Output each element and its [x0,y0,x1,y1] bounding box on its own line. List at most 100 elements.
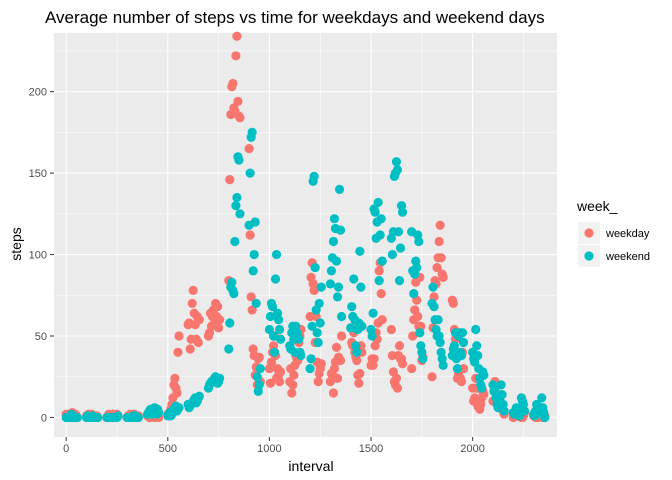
weekend-point [113,411,123,421]
weekend-point [537,393,547,403]
x-axis: 0 500 1000 1500 2000 [63,437,485,455]
weekend-point [230,236,240,247]
weekend-point [449,341,459,351]
y-tick-label: 100 [29,250,47,262]
legend-key-weekday [584,228,594,238]
weekend-point [497,390,507,400]
x-tick-label: 1000 [257,443,281,455]
weekend-point [306,354,316,364]
weekend-point [377,256,387,266]
weekday-point [355,368,365,379]
weekend-point [387,249,397,260]
weekend-point [409,289,419,299]
legend-label-weekend: weekend [605,251,650,263]
weekend-point [375,230,385,240]
weekend-point [235,209,245,219]
weekend-point [313,337,323,348]
weekday-point [254,352,264,362]
y-tick-label: 0 [41,412,47,424]
weekend-point [540,412,550,423]
weekend-point [412,262,422,273]
x-tick-label: 2000 [460,443,484,455]
weekday-point [336,331,347,341]
weekend-point [312,328,322,338]
weekend-point [294,334,304,344]
weekday-point [397,359,408,369]
weekend-point [305,363,315,374]
weekday-point [288,380,298,390]
weekend-point [227,277,237,287]
weekday-point [436,253,446,263]
weekend-point [267,302,278,312]
weekend-point [346,323,356,333]
weekday-point [193,337,203,348]
weekday-point [386,324,396,335]
weekend-point [457,328,468,338]
weekend-point [271,249,282,260]
weekday-point [392,383,403,393]
weekend-point [325,279,335,289]
weekday-point [456,377,467,387]
weekend-point [315,318,325,328]
weekday-point [245,230,255,240]
legend-label-weekday: weekday [605,228,650,240]
weekend-point [234,155,244,165]
weekend-point [250,217,260,227]
y-tick-label: 150 [29,168,47,180]
weekend-point [397,207,408,217]
weekend-point [93,412,103,423]
weekend-point [329,214,340,224]
weekday-point [244,144,254,154]
weekday-point [408,331,418,341]
weekend-point [394,276,405,286]
weekday-point [313,377,323,387]
weekend-point [458,337,469,348]
weekday-point [332,373,343,383]
weekend-point [393,227,404,237]
weekday-point [413,311,423,322]
weekday-point [188,285,198,295]
weekday-point [287,388,297,398]
weekday-point [335,355,346,366]
weekend-point [352,347,362,357]
weekend-point [373,197,383,208]
y-axis: 0 50 100 150 200 [29,87,54,424]
weekday-point [214,323,224,333]
x-tick-label: 500 [159,443,177,455]
weekday-point [274,377,285,387]
weekend-point [499,406,509,416]
weekend-point [310,262,320,273]
chart-title: Average number of steps vs time for week… [45,8,545,27]
weekday-point [185,344,195,354]
weekday-point [172,388,182,398]
weekday-point [354,378,364,388]
weekday-point [438,272,448,282]
weekend-point [254,380,264,390]
weekend-point [477,383,487,393]
weekend-point [249,249,259,260]
weekend-point [333,282,344,292]
weekday-point [394,341,405,351]
weekend-point [355,246,365,256]
legend-title: week_ [576,198,618,214]
weekend-point [473,350,483,361]
weekend-point [154,407,164,418]
weekday-point [228,78,238,89]
weekday-point [174,331,184,341]
weekend-point [194,391,204,401]
weekend-point [133,412,143,423]
weekend-point [335,225,346,235]
weekend-point [479,370,489,380]
weekend-point [276,334,286,344]
weekend-point [392,165,403,175]
weekend-point [251,298,261,309]
weekend-point [519,406,530,416]
weekend-point [215,373,225,383]
weekend-point [471,324,481,335]
weekday-point [432,262,442,273]
weekend-point [418,354,428,364]
weekday-point [377,315,387,325]
weekend-point [376,214,386,224]
weekday-point [173,347,183,357]
y-axis-title: steps [8,227,24,260]
